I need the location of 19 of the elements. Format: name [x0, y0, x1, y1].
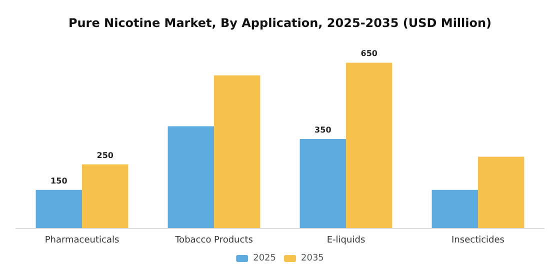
legend-label: 2025 — [253, 254, 276, 264]
bar — [478, 156, 524, 228]
x-tick-label: Pharmaceuticals — [44, 236, 120, 246]
bar — [214, 75, 260, 228]
bar — [82, 164, 128, 228]
data-label: 350 — [314, 126, 332, 134]
x-tick-label: E-liquids — [326, 236, 366, 246]
chart-title: Pure Nicotine Market, By Application, 2025-2035 (USD Million) — [68, 16, 492, 30]
x-tick-label: Insecticides — [452, 236, 505, 246]
data-label: 150 — [50, 176, 68, 186]
bar — [168, 126, 214, 228]
bar — [36, 190, 82, 228]
bar — [432, 190, 478, 228]
bar — [346, 62, 392, 228]
x-tick-label: Tobacco Products — [174, 236, 254, 246]
data-label: 250 — [96, 150, 114, 160]
data-label: 650 — [360, 49, 378, 58]
bar — [300, 139, 346, 228]
legend-label: 2035 — [301, 254, 324, 264]
